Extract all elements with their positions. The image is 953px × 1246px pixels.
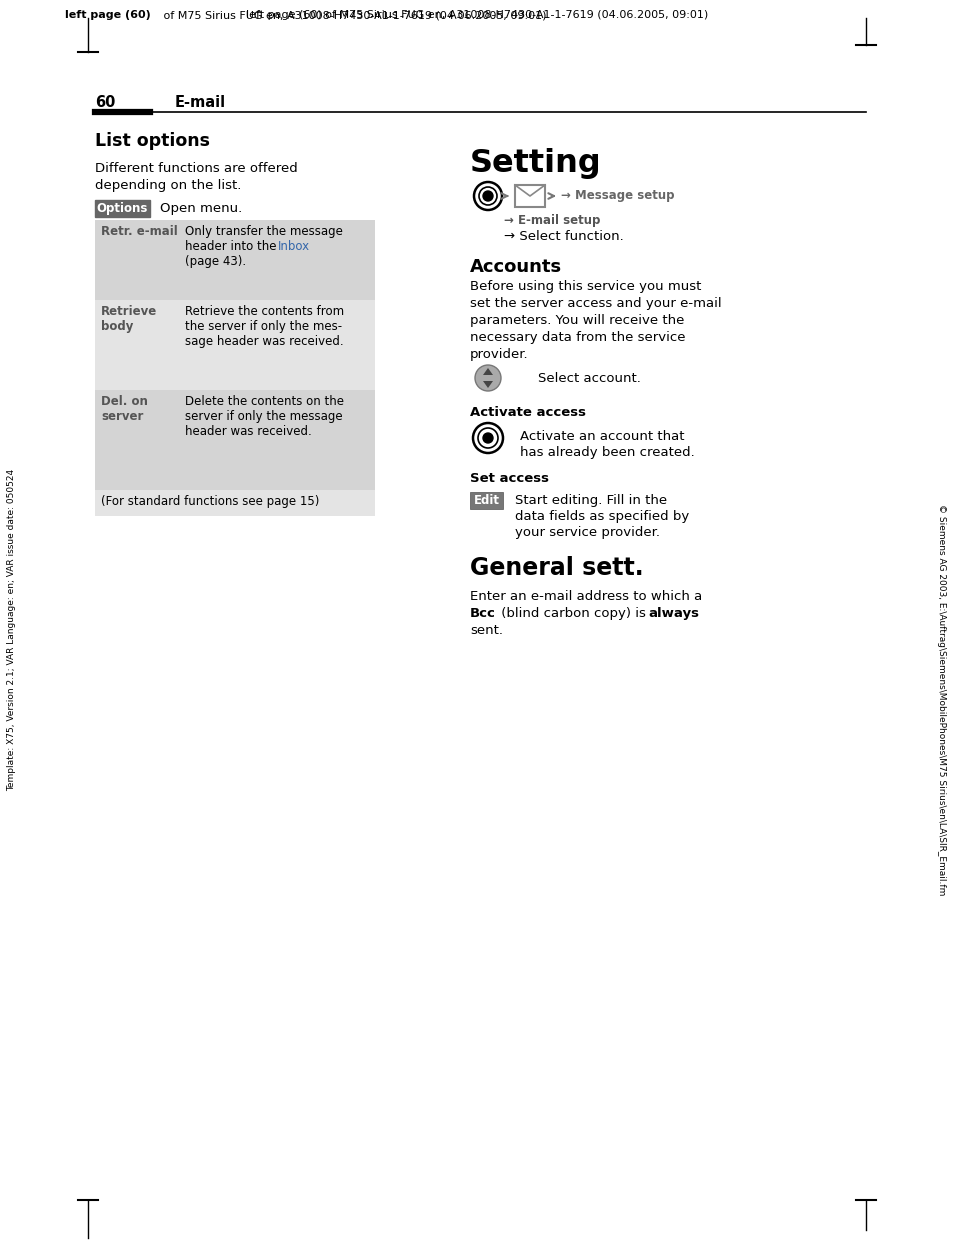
Circle shape [482, 434, 493, 444]
Text: header into the: header into the [185, 240, 280, 253]
Text: Set access: Set access [470, 472, 548, 485]
Text: E-mail: E-mail [174, 95, 226, 110]
Bar [95, 490, 375, 516]
Bar [470, 492, 502, 510]
Text: Retrieve the contents from: Retrieve the contents from [185, 305, 344, 318]
Polygon shape [482, 368, 493, 375]
Text: Accounts: Accounts [470, 258, 561, 277]
Text: Delete the contents on the: Delete the contents on the [185, 395, 344, 407]
Bar [95, 221, 375, 300]
Text: header was received.: header was received. [185, 425, 312, 439]
Text: left page (60): left page (60) [65, 10, 151, 20]
Text: Only transfer the message: Only transfer the message [185, 226, 342, 238]
Bar [95, 201, 150, 217]
Text: depending on the list.: depending on the list. [95, 179, 241, 192]
Text: Retrieve: Retrieve [101, 305, 157, 318]
Text: (page 43).: (page 43). [185, 255, 246, 268]
Text: body: body [101, 320, 133, 333]
Bar [95, 390, 375, 490]
Text: → E-mail setup: → E-mail setup [503, 214, 599, 227]
Circle shape [482, 191, 493, 201]
Text: Open menu.: Open menu. [160, 202, 242, 216]
Text: 60: 60 [95, 95, 115, 110]
Text: has already been created.: has already been created. [519, 446, 694, 459]
Text: Options: Options [96, 202, 148, 216]
Text: → Message setup: → Message setup [560, 188, 674, 202]
Text: Select account.: Select account. [537, 371, 640, 385]
Text: data fields as specified by: data fields as specified by [515, 510, 688, 523]
Bar [95, 300, 375, 390]
Text: → Select function.: → Select function. [503, 231, 623, 243]
Text: Inbox: Inbox [277, 240, 310, 253]
Text: Before using this service you must: Before using this service you must [470, 280, 700, 293]
Text: server: server [101, 410, 143, 422]
Text: (blind carbon copy) is: (blind carbon copy) is [497, 607, 649, 621]
Text: Activate an account that: Activate an account that [519, 430, 684, 444]
Text: General sett.: General sett. [470, 556, 643, 579]
Text: List options: List options [95, 132, 210, 150]
Text: (For standard functions see page 15): (For standard functions see page 15) [101, 495, 319, 508]
Text: server if only the message: server if only the message [185, 410, 342, 422]
Text: Enter an e-mail address to which a: Enter an e-mail address to which a [470, 591, 701, 603]
Text: © Siemens AG 2003, E:\Auftrag\Siemens\MobilePhones\M75 Sirius\en\LA\SIR_Email.fm: © Siemens AG 2003, E:\Auftrag\Siemens\Mo… [937, 505, 945, 896]
Text: Bcc: Bcc [470, 607, 496, 621]
Text: Retr. e-mail: Retr. e-mail [101, 226, 177, 238]
Text: parameters. You will receive the: parameters. You will receive the [470, 314, 683, 326]
Text: Setting: Setting [470, 148, 601, 179]
Text: left page (60) of M75 Sirius FUG en, A31008-H7430-A1-1-7619 (04.06.2005, 09:01): left page (60) of M75 Sirius FUG en, A31… [246, 10, 707, 20]
Text: necessary data from the service: necessary data from the service [470, 331, 685, 344]
Text: your service provider.: your service provider. [515, 526, 659, 540]
Text: Edit: Edit [473, 493, 499, 507]
Text: Different functions are offered: Different functions are offered [95, 162, 297, 174]
Text: Del. on: Del. on [101, 395, 148, 407]
Text: Start editing. Fill in the: Start editing. Fill in the [515, 493, 666, 507]
Text: provider.: provider. [470, 348, 528, 361]
Text: of M75 Sirius FUG en, A31008-H7430-A1-1-7619 (04.06.2005, 09:01): of M75 Sirius FUG en, A31008-H7430-A1-1-… [160, 10, 546, 20]
Polygon shape [482, 381, 493, 388]
Text: set the server access and your e-mail: set the server access and your e-mail [470, 297, 720, 310]
Text: always: always [647, 607, 699, 621]
Circle shape [475, 365, 500, 391]
Text: sent.: sent. [470, 624, 502, 637]
Text: Template: X75, Version 2.1; VAR Language: en; VAR issue date: 050524: Template: X75, Version 2.1; VAR Language… [8, 468, 16, 791]
Text: sage header was received.: sage header was received. [185, 335, 343, 348]
Text: Activate access: Activate access [470, 406, 585, 419]
Text: the server if only the mes-: the server if only the mes- [185, 320, 342, 333]
Bar [515, 184, 544, 207]
